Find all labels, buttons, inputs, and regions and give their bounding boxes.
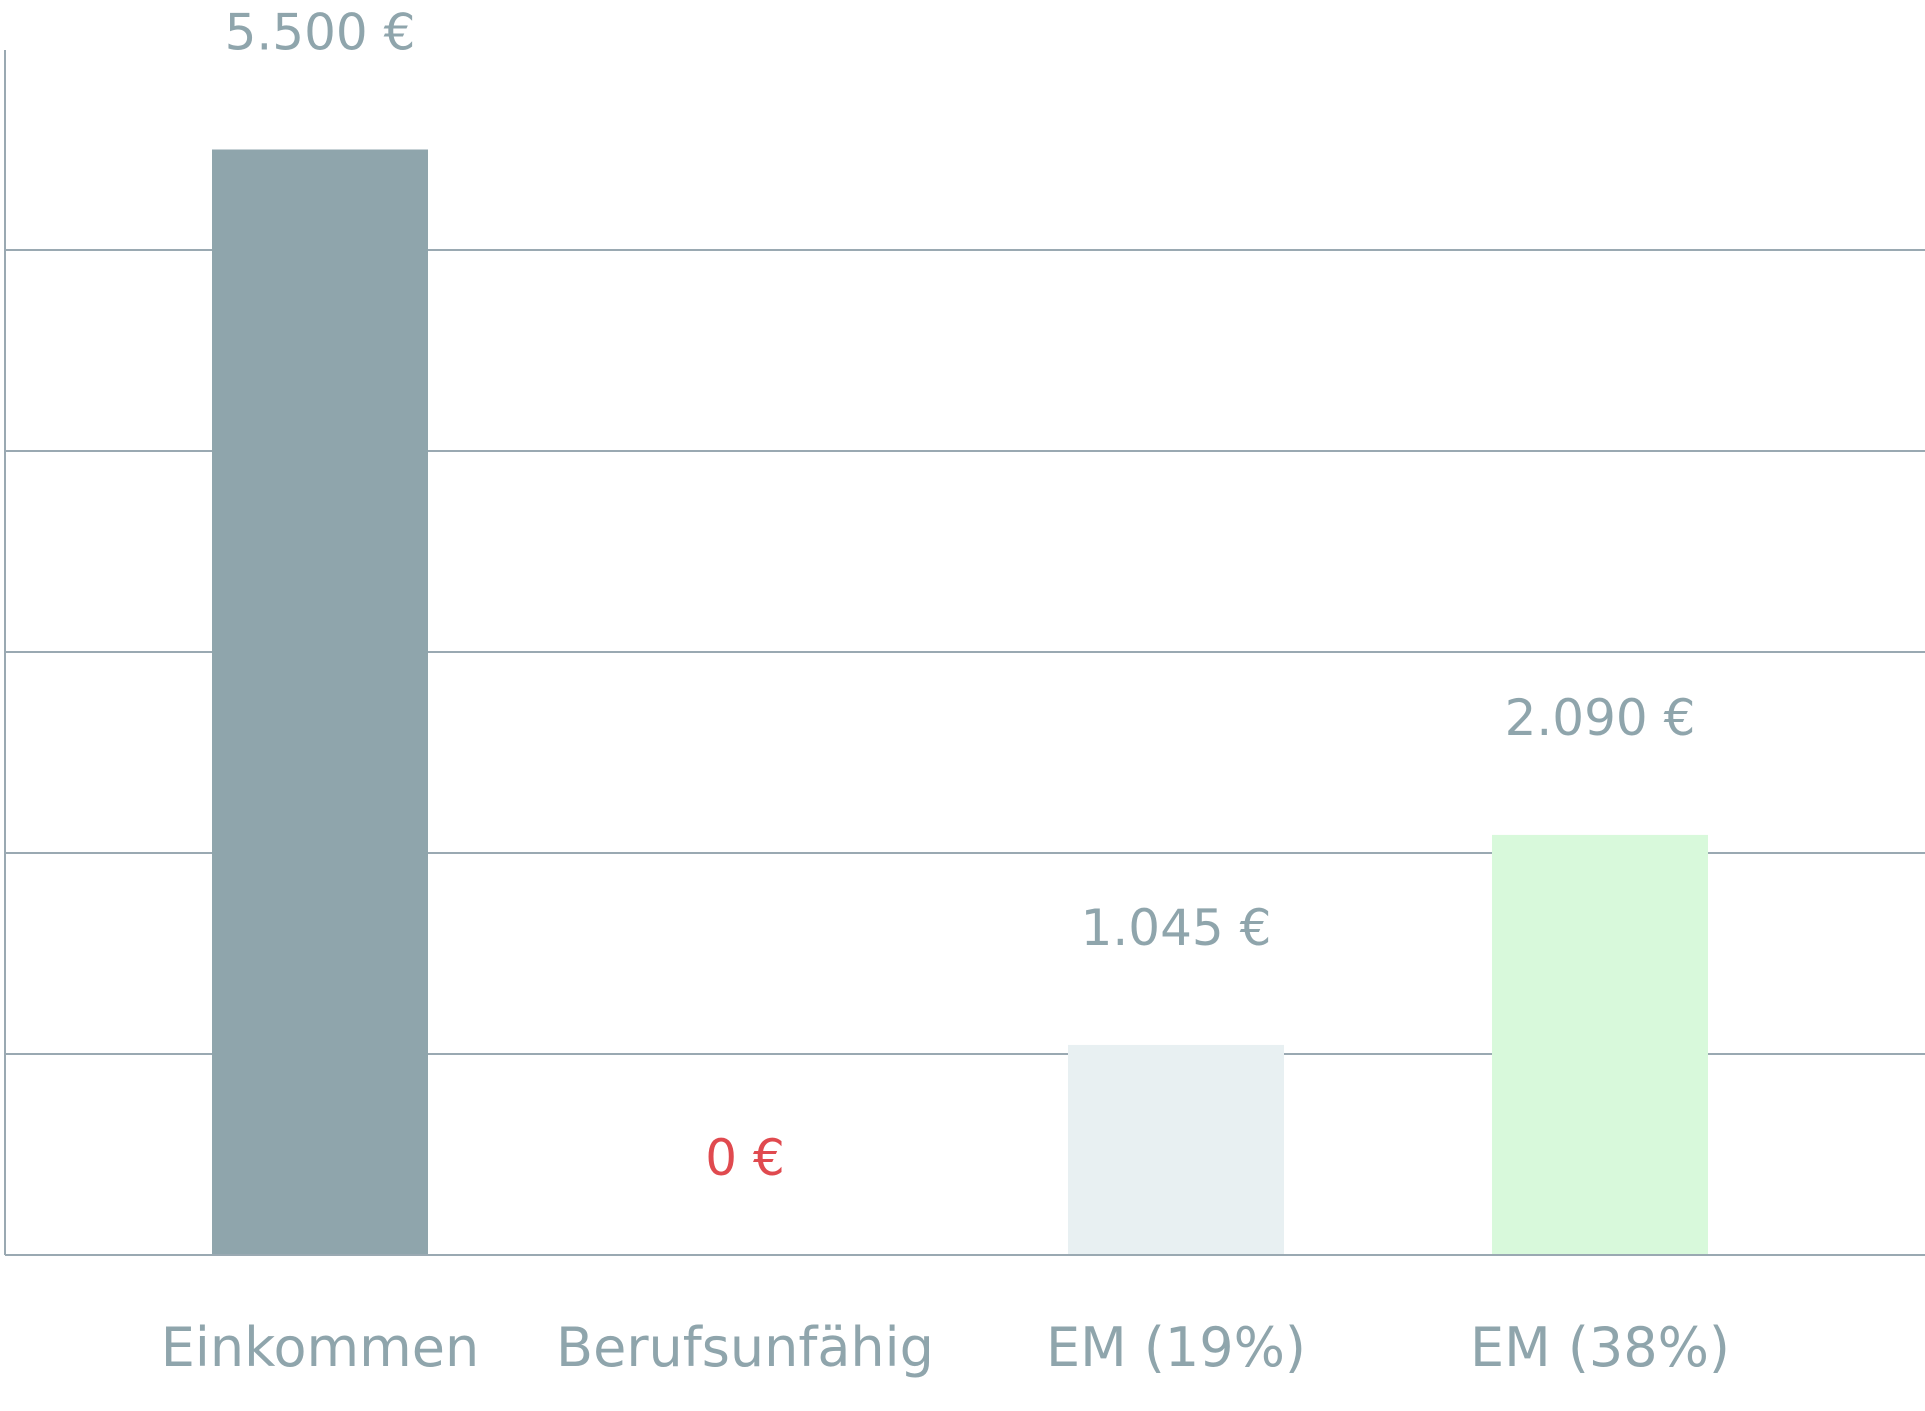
bar-einkommen (212, 149, 428, 1255)
tick-label-einkommen: Einkommen (161, 1316, 479, 1379)
data-label-em-19: 1.045 € (1081, 899, 1272, 957)
tick-label-em-19: EM (19%) (1046, 1316, 1306, 1379)
bar-em-19 (1068, 1044, 1284, 1255)
data-labels: 5.500 € 0 € 1.045 € 2.090 € (225, 4, 1696, 1188)
data-label-einkommen: 5.500 € (225, 4, 416, 62)
bar-em-38 (1492, 834, 1708, 1255)
axes (4, 50, 1925, 1256)
data-label-em-38: 2.090 € (1505, 689, 1696, 747)
tick-label-em-38: EM (38%) (1470, 1316, 1730, 1379)
x-tick-labels: Einkommen Berufsunfähig EM (19%) EM (38%… (161, 1316, 1730, 1379)
tick-label-berufsunfaehig: Berufsunfähig (556, 1316, 934, 1379)
data-label-berufsunfaehig: 0 € (705, 1129, 785, 1187)
bars (212, 149, 1708, 1255)
